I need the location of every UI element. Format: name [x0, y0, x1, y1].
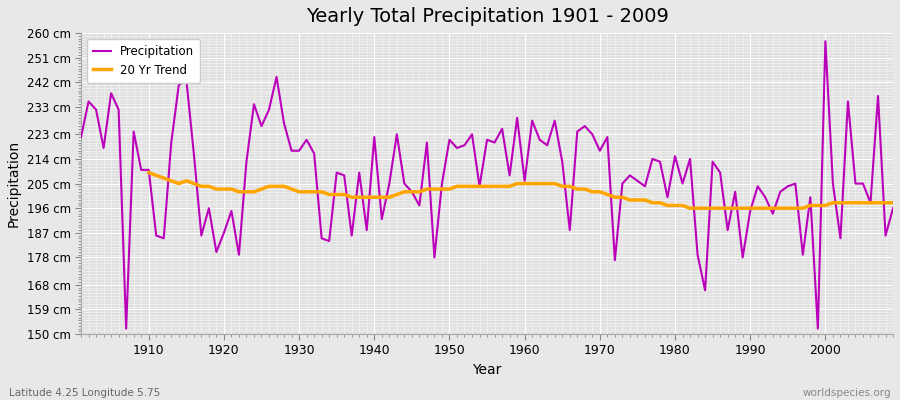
Precipitation: [526, 118, 537, 123]
Y-axis label: Precipitation: Precipitation: [7, 140, 21, 227]
20 Yr Trend: [587, 189, 598, 194]
Precipitation: [143, 168, 154, 172]
Line: 20 Yr Trend: 20 Yr Trend: [148, 173, 893, 208]
Legend: Precipitation, 20 Yr Trend: Precipitation, 20 Yr Trend: [87, 39, 200, 83]
20 Yr Trend: [887, 200, 898, 205]
Line: Precipitation: Precipitation: [81, 41, 893, 329]
Precipitation: [617, 181, 628, 186]
20 Yr Trend: [316, 189, 327, 194]
20 Yr Trend: [143, 170, 154, 175]
Precipitation: [519, 178, 530, 183]
Text: Latitude 4.25 Longitude 5.75: Latitude 4.25 Longitude 5.75: [9, 388, 160, 398]
20 Yr Trend: [835, 200, 846, 205]
Precipitation: [121, 326, 131, 331]
Precipitation: [76, 135, 86, 140]
Precipitation: [820, 39, 831, 44]
20 Yr Trend: [685, 206, 696, 210]
Title: Yearly Total Precipitation 1901 - 2009: Yearly Total Precipitation 1901 - 2009: [306, 7, 669, 26]
X-axis label: Year: Year: [472, 363, 501, 377]
20 Yr Trend: [286, 187, 297, 192]
Text: worldspecies.org: worldspecies.org: [803, 388, 891, 398]
20 Yr Trend: [526, 181, 537, 186]
Precipitation: [309, 151, 320, 156]
20 Yr Trend: [858, 200, 868, 205]
Precipitation: [887, 206, 898, 210]
Precipitation: [354, 170, 364, 175]
